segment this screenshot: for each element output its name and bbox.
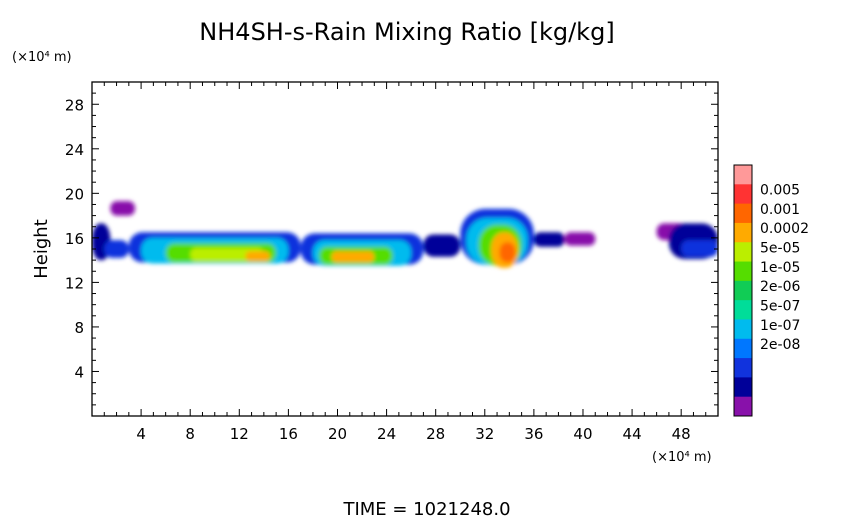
chart-title: NH4SH-s-Rain Mixing Ratio [kg/kg] [199, 18, 614, 46]
colorbar-swatch [734, 358, 752, 378]
heatmap-region-12 [423, 234, 461, 257]
colorbar-swatch [734, 338, 752, 359]
y-tick-label: 16 [65, 230, 84, 248]
y-ticks: 4 8 12 16 20 24 28 [65, 92, 718, 406]
y-tick-label: 12 [65, 274, 84, 292]
colorbar-swatch [734, 222, 752, 243]
colorbar-label: 1e-05 [760, 260, 800, 276]
x-tick-label: 8 [185, 425, 195, 443]
x-tick-label: 44 [623, 425, 642, 443]
x-tick-label: 20 [328, 425, 347, 443]
x-unit-label: (×10⁴ m) [652, 450, 712, 465]
heatmap-region-17 [499, 242, 516, 263]
heatmap-regions [92, 201, 718, 268]
heatmap-region-19 [564, 232, 596, 246]
colorbar-frame [733, 164, 753, 417]
y-axis-label: Height [31, 219, 52, 279]
x-tick-label: 40 [573, 425, 592, 443]
x-tick-label: 48 [672, 425, 691, 443]
colorbar-label: 1e-07 [760, 318, 800, 334]
x-tick-label: 36 [524, 425, 543, 443]
colorbar-swatch [734, 319, 752, 340]
colorbar-swatch [734, 261, 752, 282]
colorbar-label: 2e-06 [760, 279, 800, 295]
colorbar-swatch [734, 165, 752, 185]
heatmap-region-2 [110, 201, 135, 216]
y-tick-label: 20 [65, 185, 84, 203]
colorbar-label: 5e-07 [760, 298, 800, 314]
time-label: TIME = 1021248.0 [342, 499, 510, 519]
x-tick-label: 12 [230, 425, 249, 443]
heatmap-region-11 [331, 251, 375, 263]
colorbar-label: 5e-05 [760, 241, 800, 257]
heatmap-region-22 [681, 240, 718, 257]
x-tick-label: 4 [136, 425, 146, 443]
colorbar-swatch [734, 184, 752, 205]
heatmap-region-18 [533, 232, 565, 247]
heatmap-region-1 [104, 240, 129, 258]
x-tick-label: 16 [279, 425, 298, 443]
y-tick-label: 28 [65, 96, 84, 114]
colorbar-swatch [734, 242, 752, 263]
colorbar-swatch [734, 377, 752, 398]
x-ticks: 4 8 12 16 20 24 28 32 36 40 44 48 [103, 82, 707, 443]
colorbar-swatch [734, 300, 752, 320]
colorbar-swatch [734, 396, 752, 417]
y-tick-label: 8 [74, 319, 84, 337]
x-tick-label: 24 [377, 425, 396, 443]
colorbar-swatch [734, 203, 752, 224]
x-tick-label: 28 [426, 425, 445, 443]
heatmap-region-6 [190, 247, 264, 262]
y-unit-label: (×10⁴ m) [12, 50, 72, 65]
colorbar-label: 0.001 [760, 202, 800, 218]
y-tick-label: 24 [65, 141, 84, 159]
colorbar: 0.005 0.001 0.0002 5e-05 1e-05 2e-06 5e-07 1e-0… [733, 164, 809, 417]
heatmap-region-7 [245, 251, 270, 262]
x-tick-label: 32 [475, 425, 494, 443]
colorbar-label: 0.0002 [760, 221, 809, 237]
colorbar-label: 0.005 [760, 183, 800, 199]
y-tick-label: 4 [74, 363, 84, 381]
colorbar-swatch [734, 280, 752, 301]
colorbar-label: 2e-08 [760, 337, 800, 353]
